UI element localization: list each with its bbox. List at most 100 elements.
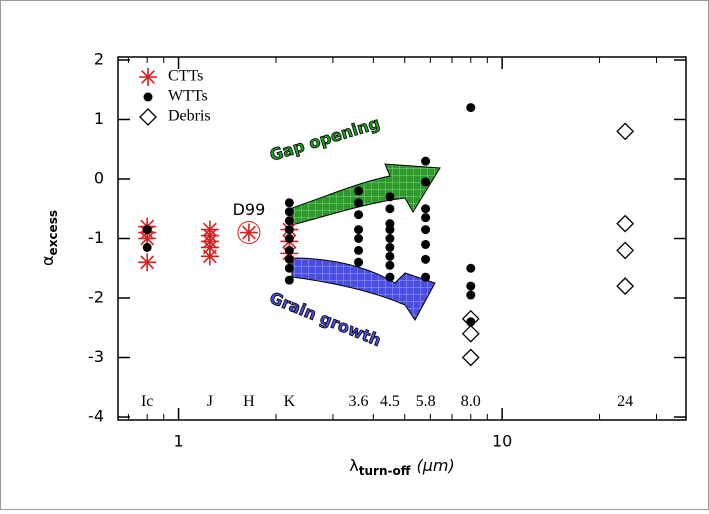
legend-marker <box>139 68 157 86</box>
dot <box>421 204 430 213</box>
band-label: 4.5 <box>380 393 400 410</box>
d99-label: D99 <box>233 200 266 219</box>
dot <box>385 243 394 252</box>
marker-dot <box>285 246 294 255</box>
marker-dot <box>354 210 363 219</box>
marker-dot <box>421 273 430 282</box>
band-label: 5.8 <box>416 393 436 410</box>
gap-arrow <box>292 164 440 225</box>
dot <box>466 317 475 326</box>
dot <box>354 246 363 255</box>
marker-diamond <box>617 242 633 258</box>
diamond <box>140 109 156 125</box>
dot <box>354 198 363 207</box>
legend-marker <box>140 109 156 125</box>
marker-dot <box>354 234 363 243</box>
diamond <box>617 216 633 232</box>
dot <box>385 261 394 270</box>
y-tick-label: -2 <box>88 288 104 307</box>
marker-dot <box>143 243 152 252</box>
marker-dot <box>143 225 152 234</box>
marker-asterisk <box>240 224 258 242</box>
page-frame <box>1 1 709 510</box>
dot <box>354 186 363 195</box>
marker-dot <box>385 261 394 270</box>
band-label: 3.6 <box>349 393 369 410</box>
marker-dot <box>385 234 394 243</box>
dot <box>466 291 475 300</box>
marker-dot <box>466 282 475 291</box>
dot <box>285 207 294 216</box>
band-label: Ic <box>141 393 153 410</box>
y-label-main: α <box>38 255 57 266</box>
marker-diamond <box>617 278 633 294</box>
marker-dot <box>466 291 475 300</box>
marker-dot <box>354 198 363 207</box>
marker-diamond <box>463 350 479 366</box>
band-label: K <box>284 393 296 410</box>
band-label: 24 <box>617 393 633 410</box>
dot <box>354 234 363 243</box>
marker-dot <box>421 225 430 234</box>
dot <box>144 93 153 102</box>
dot <box>421 240 430 249</box>
x-axis-label: λturn-off(μm) <box>349 456 454 478</box>
diamond <box>617 242 633 258</box>
band-label: 8.0 <box>461 393 481 410</box>
marker-dot <box>354 186 363 195</box>
marker-dot <box>385 204 394 213</box>
dot <box>466 282 475 291</box>
dot <box>143 243 152 252</box>
dot <box>285 198 294 207</box>
marker-diamond <box>617 216 633 232</box>
legend-label: Debris <box>168 108 211 125</box>
diamond <box>617 278 633 294</box>
dot <box>285 216 294 225</box>
dot <box>385 192 394 201</box>
dot <box>421 273 430 282</box>
marker-dot <box>466 317 475 326</box>
marker-dot <box>385 225 394 234</box>
dot <box>466 264 475 273</box>
marker-asterisk <box>138 253 156 271</box>
dot <box>385 204 394 213</box>
y-tick-label: 0 <box>94 168 104 187</box>
marker-dot <box>285 198 294 207</box>
dot <box>421 255 430 264</box>
dot <box>385 225 394 234</box>
y-tick-label: 2 <box>94 49 104 68</box>
dot <box>285 276 294 285</box>
dot <box>421 225 430 234</box>
marker-dot <box>285 276 294 285</box>
diamond <box>617 123 633 139</box>
gap-label: Gap opening <box>267 113 382 164</box>
legend-label: CTTs <box>168 68 203 85</box>
chart: Gap opening Grain growth αexcess λturn-o… <box>0 0 709 510</box>
y-tick-label: -1 <box>88 228 104 247</box>
marker-dot <box>285 225 294 234</box>
dot <box>285 234 294 243</box>
dot <box>466 103 475 112</box>
marker-dot <box>354 246 363 255</box>
x-tick-label: 10 <box>492 432 512 451</box>
dot <box>285 225 294 234</box>
diamond <box>463 326 479 342</box>
marker-dot <box>385 252 394 261</box>
dot <box>421 177 430 186</box>
marker-diamond <box>463 326 479 342</box>
dot <box>385 252 394 261</box>
marker-dot <box>421 255 430 264</box>
marker-dot <box>421 157 430 166</box>
marker-dot <box>421 204 430 213</box>
marker-dot <box>421 240 430 249</box>
marker-dot <box>421 213 430 222</box>
marker-dot <box>285 264 294 273</box>
x-label-unit: (μm) <box>416 456 454 475</box>
y-axis-label: αexcess <box>38 210 60 266</box>
dot <box>285 246 294 255</box>
band-label: H <box>243 393 255 410</box>
dot <box>285 264 294 273</box>
x-label-main: λ <box>349 456 358 475</box>
marker-dot <box>285 207 294 216</box>
marker-dot <box>285 216 294 225</box>
